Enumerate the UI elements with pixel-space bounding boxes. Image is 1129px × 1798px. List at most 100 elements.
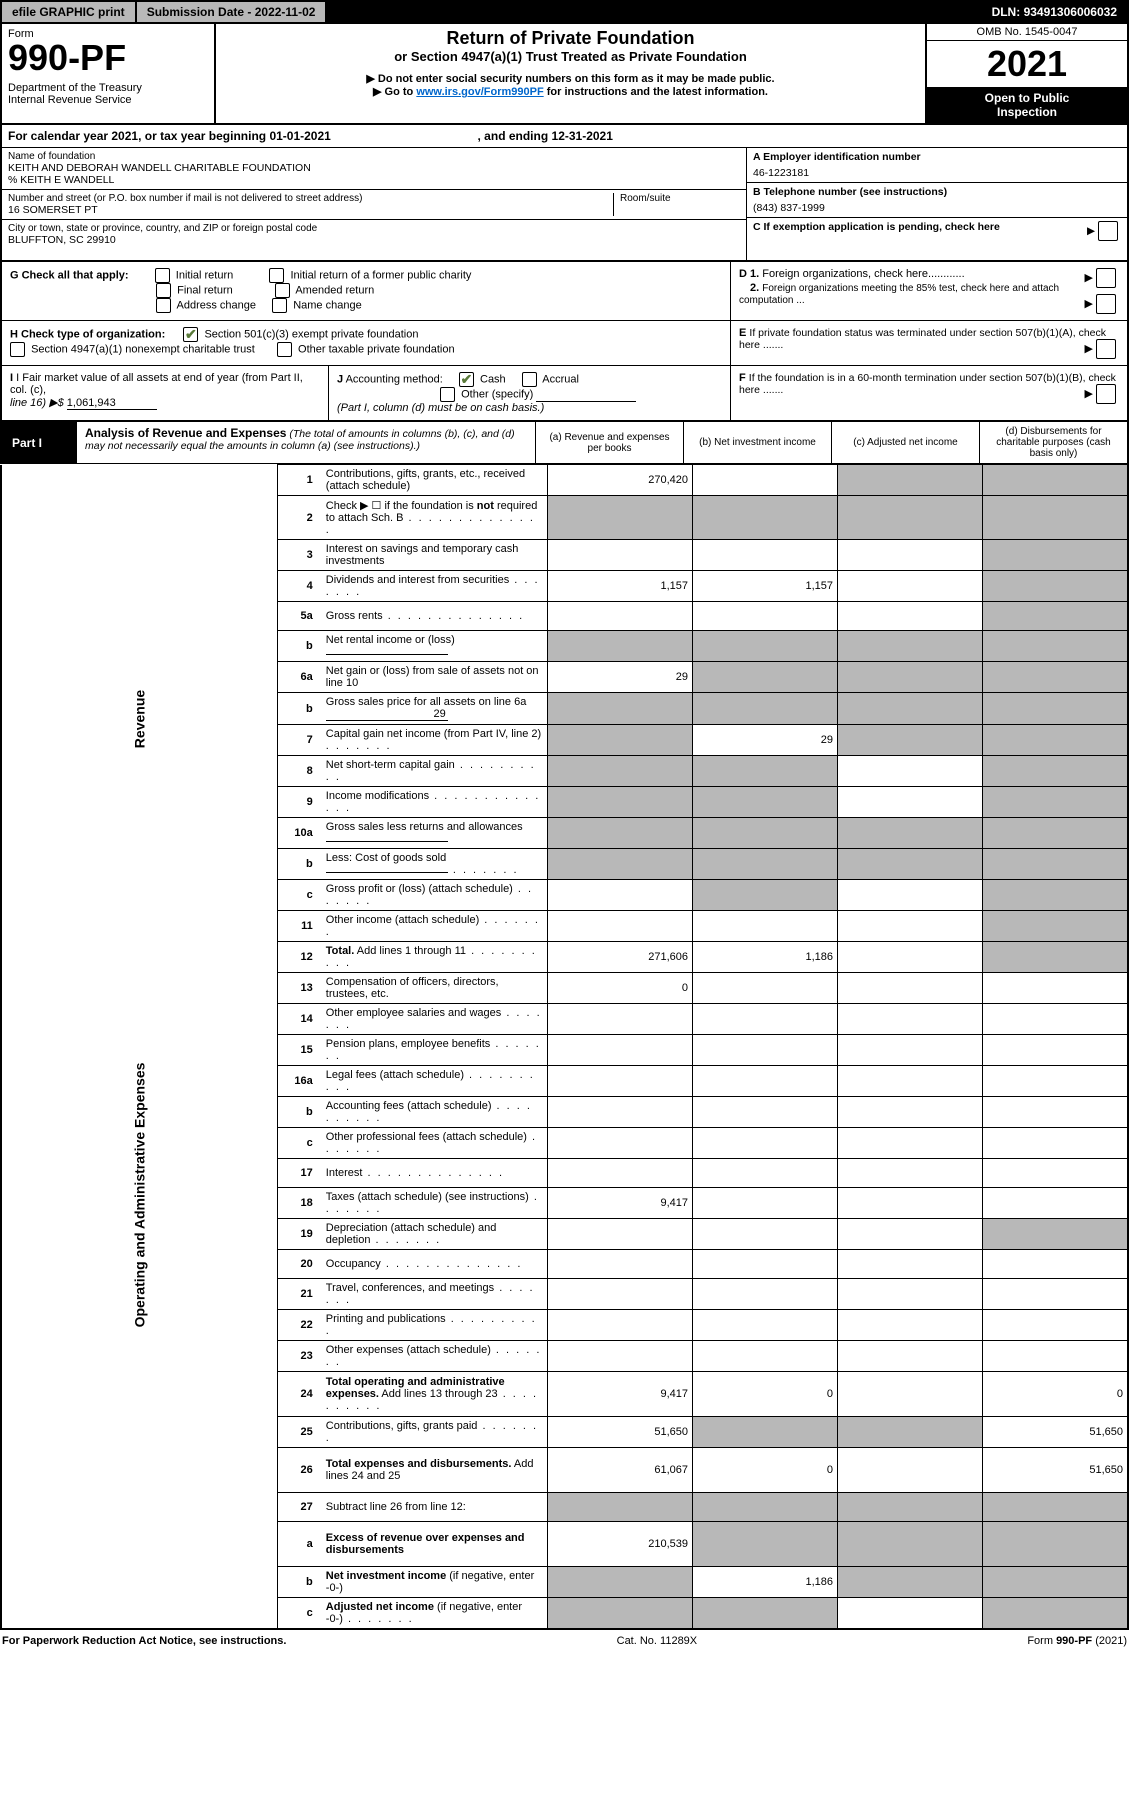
g-address-change-cb[interactable] [156, 298, 171, 313]
cell-c [838, 631, 983, 662]
cell-a: 51,650 [548, 1417, 693, 1448]
cell-a [548, 1310, 693, 1341]
row-label: Contributions, gifts, grants paid [321, 1417, 548, 1448]
cell-b [693, 1035, 838, 1066]
cell-d: 51,650 [983, 1448, 1129, 1493]
col-c-head: (c) Adjusted net income [831, 422, 979, 463]
c-checkbox[interactable] [1098, 221, 1118, 241]
cell-d [983, 849, 1129, 880]
f-checkbox[interactable] [1096, 384, 1116, 404]
j-other-cb[interactable] [440, 387, 455, 402]
cell-a [548, 1493, 693, 1522]
cell-d [983, 693, 1129, 725]
row-label: Interest on savings and temporary cash i… [321, 540, 548, 571]
cell-d [983, 880, 1129, 911]
cell-b [693, 1417, 838, 1448]
cell-c [838, 1159, 983, 1188]
cell-c [838, 1035, 983, 1066]
cell-d [983, 942, 1129, 973]
cell-b: 1,186 [693, 942, 838, 973]
row-label: Other professional fees (attach schedule… [321, 1128, 548, 1159]
j-cash-cb[interactable] [459, 372, 474, 387]
cell-b [693, 1310, 838, 1341]
h-other-cb[interactable] [277, 342, 292, 357]
submission-date: Submission Date - 2022-11-02 [137, 2, 328, 22]
cell-c [838, 725, 983, 756]
col-b-head: (b) Net investment income [683, 422, 831, 463]
j-accrual-cb[interactable] [522, 372, 537, 387]
cell-b [693, 1493, 838, 1522]
cell-d [983, 662, 1129, 693]
e-checkbox[interactable] [1096, 339, 1116, 359]
cell-b: 1,157 [693, 571, 838, 602]
d1-checkbox[interactable] [1096, 268, 1116, 288]
row-num: 22 [277, 1310, 321, 1341]
row-num: 26 [277, 1448, 321, 1493]
cell-a: 9,417 [548, 1188, 693, 1219]
row-num: 14 [277, 1004, 321, 1035]
cell-b [693, 1004, 838, 1035]
row-label: Less: Cost of goods sold [321, 849, 548, 880]
row-num: b [277, 1567, 321, 1598]
badge-line2: Inspection [997, 105, 1057, 119]
cell-b [693, 1219, 838, 1250]
cell-d [983, 602, 1129, 631]
d1-text: Foreign organizations, check here.......… [762, 268, 964, 280]
cell-d: 51,650 [983, 1417, 1129, 1448]
cell-b [693, 880, 838, 911]
e-text: If private foundation status was termina… [739, 327, 1106, 351]
d2-checkbox[interactable] [1096, 294, 1116, 314]
row-num: 20 [277, 1250, 321, 1279]
cell-d [983, 725, 1129, 756]
h-e-row: H Check type of organization: Section 50… [0, 321, 1129, 366]
h-4947-cb[interactable] [10, 342, 25, 357]
row-num: 6a [277, 662, 321, 693]
cell-b [693, 973, 838, 1004]
cell-b [693, 631, 838, 662]
cell-a [548, 725, 693, 756]
c-label: C If exemption application is pending, c… [753, 221, 1000, 233]
g-name-change-cb[interactable] [272, 298, 287, 313]
topbar-spacer [327, 2, 981, 22]
row-num: 7 [277, 725, 321, 756]
irs-link[interactable]: www.irs.gov/Form990PF [416, 86, 543, 98]
foundation-name: KEITH AND DEBORAH WANDELL CHARITABLE FOU… [8, 162, 740, 174]
cell-d [983, 631, 1129, 662]
g-label: G Check all that apply: [10, 269, 129, 281]
addr-label: Number and street (or P.O. box number if… [8, 193, 613, 204]
g-former-public: Initial return of a former public charit… [290, 269, 471, 281]
cell-b: 0 [693, 1448, 838, 1493]
j-other: Other (specify) [461, 388, 533, 400]
cell-d [983, 1004, 1129, 1035]
row-label: Dividends and interest from securities [321, 571, 548, 602]
g-initial-return-cb[interactable] [155, 268, 170, 283]
row-num: 10a [277, 818, 321, 849]
omb-number: OMB No. 1545-0047 [927, 24, 1127, 41]
g-name-change: Name change [293, 299, 362, 311]
ein-label: A Employer identification number [753, 151, 1121, 163]
cell-d [983, 818, 1129, 849]
row-num: 23 [277, 1341, 321, 1372]
row-label: Legal fees (attach schedule) [321, 1066, 548, 1097]
g-former-public-cb[interactable] [269, 268, 284, 283]
cell-a [548, 540, 693, 571]
cell-a: 1,157 [548, 571, 693, 602]
g-amended-cb[interactable] [275, 283, 290, 298]
cell-d [983, 911, 1129, 942]
cell-d [983, 973, 1129, 1004]
cell-d [983, 1097, 1129, 1128]
page-footer: For Paperwork Reduction Act Notice, see … [0, 1630, 1129, 1651]
cell-a: 210,539 [548, 1522, 693, 1567]
efile-print-button[interactable]: efile GRAPHIC print [2, 2, 137, 22]
row-num: 27 [277, 1493, 321, 1522]
h-501c3-cb[interactable] [183, 327, 198, 342]
row-label: Income modifications [321, 787, 548, 818]
g-final-return-cb[interactable] [156, 283, 171, 298]
cell-d [983, 571, 1129, 602]
tel-label: B Telephone number (see instructions) [753, 186, 1121, 198]
cell-c [838, 465, 983, 496]
cell-a [548, 631, 693, 662]
cell-b [693, 602, 838, 631]
cell-c [838, 942, 983, 973]
cell-b [693, 465, 838, 496]
